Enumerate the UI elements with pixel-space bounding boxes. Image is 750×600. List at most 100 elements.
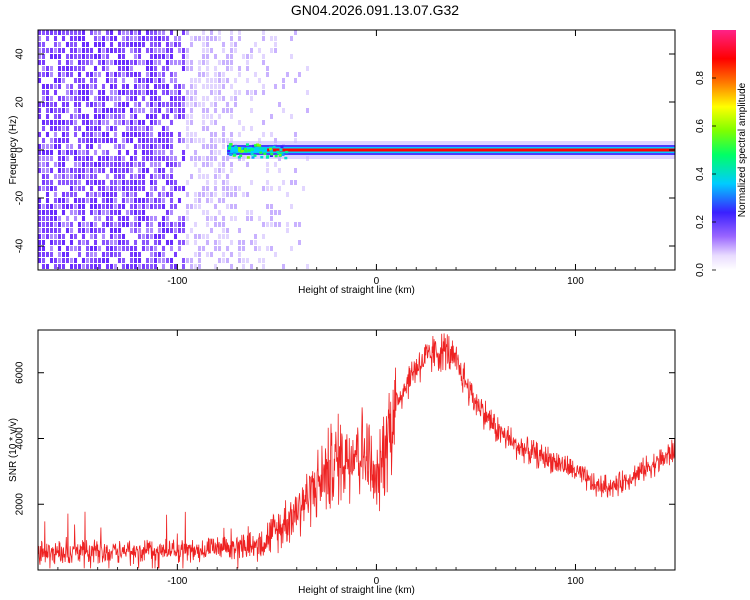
heatmap-cell (274, 162, 277, 167)
heatmap-cell (82, 30, 85, 35)
snr-y-axis-label: SNR (10 * v/v) (8, 418, 19, 482)
heatmap-cell (142, 144, 145, 149)
heatmap-cell (102, 66, 105, 71)
heatmap-cell (150, 96, 153, 101)
heatmap-cell (238, 90, 241, 95)
heatmap-cell (70, 204, 73, 209)
heatmap-cell (158, 48, 161, 53)
heatmap-cell (166, 54, 169, 59)
heatmap-cell (186, 132, 189, 137)
heatmap-cell (278, 168, 281, 173)
heatmap-cell (250, 96, 253, 101)
heatmap-cell (114, 36, 117, 41)
heatmap-cell (198, 204, 201, 209)
heatmap-cell (74, 180, 77, 185)
heatmap-cell (94, 132, 97, 137)
heatmap-cell (98, 168, 101, 173)
heatmap-cell (82, 198, 85, 203)
heatmap-cell (174, 72, 177, 77)
heatmap-cell (206, 186, 209, 191)
heatmap-cell (198, 198, 201, 203)
heatmap-cell (134, 204, 137, 209)
heatmap-cell (38, 198, 41, 203)
heatmap-cell (138, 216, 141, 221)
heatmap-cell (86, 180, 89, 185)
heatmap-cell (106, 138, 109, 143)
heatmap-cell (190, 108, 193, 113)
heatmap-cell (50, 168, 53, 173)
heatmap-cell (222, 192, 225, 197)
heatmap-cell (190, 132, 193, 137)
heatmap-cell (118, 144, 121, 149)
heatmap-cell (110, 204, 113, 209)
heatmap-cell (106, 216, 109, 221)
heatmap-cell (194, 234, 197, 239)
heatmap-cell (58, 150, 61, 155)
heatmap-cell (90, 234, 93, 239)
spectrogram-x-tick-label: 100 (567, 276, 584, 287)
heatmap-cell (46, 102, 49, 107)
heatmap-cell (110, 186, 113, 191)
heatmap-cell (230, 30, 233, 35)
heatmap-cell (38, 54, 41, 59)
heatmap-cell (154, 114, 157, 119)
heatmap-cell (102, 162, 105, 167)
heatmap-cell (194, 150, 197, 155)
signal-onset-cell (244, 150, 248, 153)
heatmap-cell (122, 204, 125, 209)
heatmap-cell (130, 210, 133, 215)
heatmap-cell (230, 138, 233, 143)
heatmap-cell (54, 132, 57, 137)
heatmap-cell (274, 42, 277, 47)
heatmap-cell (178, 102, 181, 107)
heatmap-cell (54, 114, 57, 119)
heatmap-cell (270, 48, 273, 53)
heatmap-cell (194, 102, 197, 107)
heatmap-cell (174, 42, 177, 47)
heatmap-cell (42, 138, 45, 143)
heatmap-cell (74, 36, 77, 41)
heatmap-cell (42, 96, 45, 101)
heatmap-cell (218, 96, 221, 101)
heatmap-cell (138, 228, 141, 233)
heatmap-cell (122, 78, 125, 83)
heatmap-cell (150, 246, 153, 251)
heatmap-cell (118, 108, 121, 113)
heatmap-cell (146, 204, 149, 209)
heatmap-cell (82, 78, 85, 83)
heatmap-cell (150, 222, 153, 227)
heatmap-cell (94, 264, 97, 269)
heatmap-cell (146, 150, 149, 155)
heatmap-cell (102, 42, 105, 47)
heatmap-cell (206, 162, 209, 167)
heatmap-cell (198, 246, 201, 251)
heatmap-cell (98, 54, 101, 59)
heatmap-cell (282, 264, 285, 269)
heatmap-cell (202, 138, 205, 143)
heatmap-cell (142, 180, 145, 185)
heatmap-cell (94, 240, 97, 245)
heatmap-cell (146, 66, 149, 71)
heatmap-cell (170, 186, 173, 191)
heatmap-cell (190, 90, 193, 95)
heatmap-cell (78, 180, 81, 185)
heatmap-cell (194, 162, 197, 167)
heatmap-cell (102, 168, 105, 173)
heatmap-cell (54, 102, 57, 107)
heatmap-cell (130, 138, 133, 143)
heatmap-cell (114, 246, 117, 251)
heatmap-cell (46, 252, 49, 257)
heatmap-cell (170, 264, 173, 269)
heatmap-cell (86, 60, 89, 65)
heatmap-cell (110, 162, 113, 167)
colorbar-tick-label: 0.0 (695, 263, 706, 277)
heatmap-cell (266, 66, 269, 71)
heatmap-cell (210, 78, 213, 83)
heatmap-cell (134, 48, 137, 53)
heatmap-cell (138, 84, 141, 89)
heatmap-cell (166, 258, 169, 263)
heatmap-cell (134, 252, 137, 257)
heatmap-cell (122, 120, 125, 125)
heatmap-cell (278, 102, 281, 107)
